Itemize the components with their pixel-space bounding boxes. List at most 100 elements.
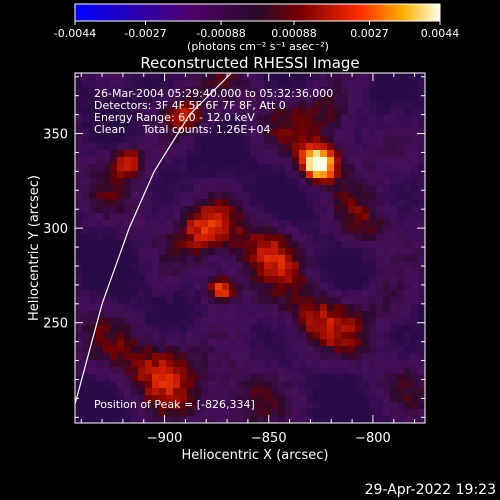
heatmap-cell	[131, 80, 139, 88]
heatmap-cell	[159, 73, 167, 81]
heatmap-cell	[397, 178, 405, 186]
heatmap-cell	[327, 94, 335, 102]
heatmap-cell	[194, 283, 202, 291]
heatmap-cell	[159, 241, 167, 249]
heatmap-cell	[257, 304, 265, 312]
heatmap-cell	[418, 346, 425, 354]
heatmap-cell	[327, 353, 335, 361]
heatmap-cell	[215, 360, 223, 368]
heatmap-cell	[187, 416, 195, 423]
heatmap-cell	[166, 311, 174, 319]
heatmap-cell	[159, 171, 167, 179]
heatmap-cell	[166, 73, 174, 81]
heatmap-cell	[355, 101, 363, 109]
heatmap-cell	[404, 234, 412, 242]
heatmap-cell	[397, 262, 405, 270]
heatmap-cell	[264, 192, 272, 200]
heatmap-cell	[117, 143, 125, 151]
heatmap-cell	[173, 353, 181, 361]
heatmap-cell	[278, 325, 286, 333]
heatmap-cell	[292, 199, 300, 207]
heatmap-cell	[334, 234, 342, 242]
heatmap-cell	[327, 332, 335, 340]
heatmap-cell	[404, 164, 412, 172]
heatmap-cell	[89, 367, 97, 375]
heatmap-cell	[341, 241, 349, 249]
heatmap-cell	[201, 143, 209, 151]
heatmap-cell	[75, 87, 83, 95]
heatmap-cell	[194, 353, 202, 361]
heatmap-cell	[327, 297, 335, 305]
heatmap-cell	[299, 381, 307, 389]
heatmap-cell	[348, 185, 356, 193]
heatmap-cell	[397, 311, 405, 319]
heatmap-cell	[362, 283, 370, 291]
heatmap-cell	[131, 206, 139, 214]
heatmap-cell	[103, 80, 111, 88]
heatmap-cell	[313, 248, 321, 256]
heatmap-cell	[117, 297, 125, 305]
heatmap-cell	[257, 192, 265, 200]
heatmap-cell	[201, 185, 209, 193]
heatmap-cell	[201, 73, 209, 81]
heatmap-cell	[292, 283, 300, 291]
heatmap-cell	[229, 122, 237, 130]
heatmap-cell	[264, 122, 272, 130]
heatmap-cell	[82, 381, 90, 389]
heatmap-cell	[117, 136, 125, 144]
heatmap-cell	[117, 206, 125, 214]
heatmap-cell	[411, 332, 419, 340]
heatmap-cell	[313, 101, 321, 109]
heatmap-cell	[411, 150, 419, 158]
heatmap-cell	[152, 367, 160, 375]
heatmap-cell	[397, 164, 405, 172]
heatmap-cell	[124, 150, 132, 158]
heatmap-cell	[411, 136, 419, 144]
heatmap-cell	[222, 94, 230, 102]
heatmap-cell	[145, 157, 153, 165]
heatmap-cell	[376, 241, 384, 249]
heatmap-cell	[327, 234, 335, 242]
heatmap-cell	[397, 269, 405, 277]
heatmap-cell	[341, 136, 349, 144]
heatmap-cell	[418, 255, 425, 263]
heatmap-cell	[411, 241, 419, 249]
heatmap-cell	[103, 416, 111, 423]
heatmap-cell	[348, 402, 356, 410]
heatmap-cell	[110, 318, 118, 326]
heatmap-cell	[334, 276, 342, 284]
heatmap-cell	[271, 297, 279, 305]
heatmap-cell	[271, 122, 279, 130]
heatmap-cell	[334, 192, 342, 200]
heatmap-cell	[75, 150, 83, 158]
heatmap-cell	[418, 143, 425, 151]
heatmap-cell	[201, 199, 209, 207]
heatmap-cell	[250, 318, 258, 326]
heatmap-cell	[75, 325, 83, 333]
heatmap-cell	[355, 262, 363, 270]
heatmap-cell	[89, 395, 97, 403]
heatmap-cell	[166, 192, 174, 200]
heatmap-cell	[166, 150, 174, 158]
heatmap-cell	[159, 80, 167, 88]
heatmap-cell	[222, 87, 230, 95]
heatmap-cell	[348, 332, 356, 340]
heatmap-cell	[243, 178, 251, 186]
heatmap-cell	[110, 416, 118, 423]
heatmap-cell	[257, 276, 265, 284]
heatmap-cell	[131, 388, 139, 396]
heatmap-cell	[138, 234, 146, 242]
heatmap-cell	[390, 318, 398, 326]
heatmap-cell	[397, 318, 405, 326]
heatmap-cell	[110, 171, 118, 179]
heatmap-cell	[264, 178, 272, 186]
heatmap-cell	[404, 297, 412, 305]
heatmap-cell	[327, 115, 335, 123]
heatmap-cell	[313, 150, 321, 158]
heatmap-cell	[187, 241, 195, 249]
heatmap-cell	[110, 381, 118, 389]
heatmap-cell	[292, 94, 300, 102]
heatmap-cell	[264, 213, 272, 221]
heatmap-cell	[355, 122, 363, 130]
